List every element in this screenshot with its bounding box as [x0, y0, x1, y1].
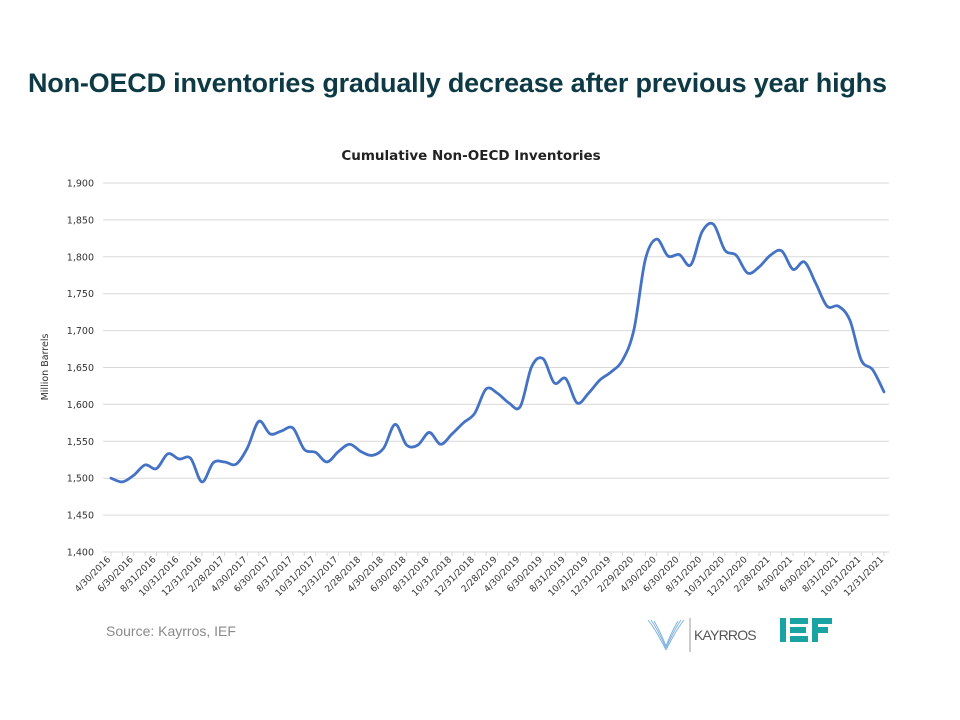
- y-tick-label: 1,550: [67, 437, 94, 448]
- series-group: [109, 221, 886, 484]
- y-tick-label: 1,700: [67, 326, 94, 337]
- source-note: Source: Kayrros, IEF: [106, 623, 236, 639]
- ief-logo: [780, 618, 832, 642]
- y-tick-label: 1,500: [67, 474, 94, 485]
- gridlines: [103, 182, 889, 553]
- y-tick-label: 1,900: [67, 179, 94, 190]
- y-tick-label: 1,650: [67, 363, 94, 374]
- y-tick-label: 1,850: [67, 215, 94, 226]
- slide-title: Non-OECD inventories gradually decrease …: [28, 68, 887, 98]
- y-tick-label: 1,750: [67, 289, 94, 300]
- chart-title: Cumulative Non-OECD Inventories: [341, 148, 600, 164]
- x-axis: 4/30/20166/30/20168/31/201610/31/201612/…: [73, 552, 886, 599]
- svg-text:KAYRROS: KAYRROS: [694, 627, 756, 643]
- y-axis-label: Million Barrels: [40, 334, 51, 401]
- y-tick-label: 1,800: [67, 252, 94, 263]
- y-tick-label: 1,600: [67, 400, 94, 411]
- kayrros-logo: KAYRROS: [647, 618, 757, 652]
- y-axis: 1,400 1,450 1,500 1,550 1,600 1,650 1,700 1,750…: [67, 179, 94, 559]
- y-tick-label: 1,400: [67, 548, 94, 559]
- y-tick-label: 1,450: [67, 511, 94, 522]
- series-line: [109, 221, 886, 484]
